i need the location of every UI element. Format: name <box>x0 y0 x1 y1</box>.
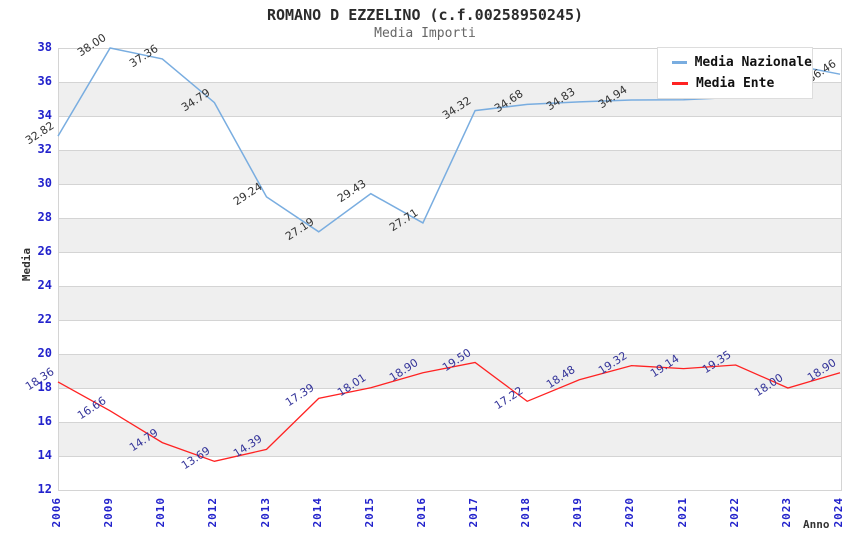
legend-item-media-nazionale: Media Nazionale <box>658 55 812 70</box>
chart-subtitle: Media Importi <box>374 26 476 41</box>
x-tick-label-2009: 2009 <box>102 497 116 528</box>
y-tick-label-24: 24 <box>37 278 52 292</box>
y-tick-label-26: 26 <box>37 244 52 258</box>
legend-item-media-ente: Media Ente <box>658 76 812 91</box>
legend-label-media-nazionale: Media Nazionale <box>694 55 812 71</box>
y-tick-label-32: 32 <box>37 142 52 156</box>
x-tick-label-2021: 2021 <box>675 497 689 528</box>
y-tick-label-36: 36 <box>37 74 52 88</box>
x-tick-label-2015: 2015 <box>362 497 376 528</box>
x-tick-label-2017: 2017 <box>467 497 481 528</box>
x-tick-label-2016: 2016 <box>414 497 428 528</box>
y-tick-label-14: 14 <box>37 448 52 462</box>
x-tick-label-2022: 2022 <box>727 497 741 528</box>
legend-label-media-ente: Media Ente <box>696 75 775 91</box>
x-tick-label-2014: 2014 <box>310 497 324 528</box>
y-tick-label-12: 12 <box>37 482 52 496</box>
x-axis-title: Anno <box>803 518 830 531</box>
y-tick-label-20: 20 <box>37 346 52 360</box>
media-nazionale-line-swatch-icon <box>672 61 687 65</box>
x-tick-label-2024: 2024 <box>832 497 845 528</box>
x-tick-label-2006: 2006 <box>50 497 63 528</box>
y-tick-label-16: 16 <box>37 414 52 428</box>
x-tick-label-2010: 2010 <box>154 497 168 528</box>
y-tick-label-38: 38 <box>37 40 52 54</box>
x-tick-label-2019: 2019 <box>571 497 585 528</box>
x-tick-label-2020: 2020 <box>623 497 637 528</box>
legend: Media Nazionale Media Ente <box>657 47 813 99</box>
y-tick-label-34: 34 <box>37 108 52 122</box>
x-tick-label-2013: 2013 <box>258 497 272 528</box>
media-ente-line-swatch-icon <box>672 81 688 85</box>
y-tick-label-22: 22 <box>37 312 52 326</box>
x-tick-label-2018: 2018 <box>519 497 533 528</box>
y-tick-label-28: 28 <box>37 210 52 224</box>
y-tick-label-18: 18 <box>37 380 52 394</box>
y-tick-label-30: 30 <box>37 176 52 190</box>
x-tick-label-2012: 2012 <box>206 497 220 528</box>
chart-title: ROMANO D EZZELINO (c.f.00258950245) <box>266 6 584 24</box>
x-tick-label-2023: 2023 <box>779 497 793 528</box>
